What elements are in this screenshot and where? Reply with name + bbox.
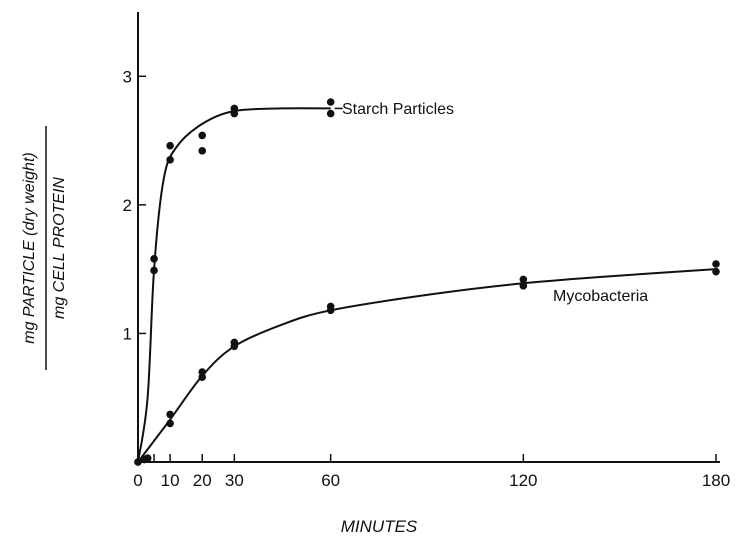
- point-starch-particles: [198, 131, 207, 140]
- y-tick-label: 1: [123, 324, 132, 343]
- x-tick-label: 120: [509, 471, 537, 490]
- point-mycobacteria: [712, 267, 720, 276]
- point-mycobacteria: [326, 306, 335, 315]
- x-tick-label: 0: [133, 471, 142, 490]
- x-tick-label: 20: [193, 471, 212, 490]
- point-mycobacteria: [230, 342, 239, 351]
- point-mycobacteria: [712, 260, 720, 268]
- point-mycobacteria: [519, 282, 528, 290]
- point-starch-particles: [166, 141, 174, 150]
- x-tick-label: 60: [321, 471, 340, 490]
- y-tick-label: 2: [123, 196, 132, 215]
- y-axis-title-numerator: mg PARTICLE (dry weight): [21, 152, 38, 343]
- point-starch-particles: [166, 156, 174, 164]
- tick-labels: 0 10 20 30 60 120 180 1 2 3: [123, 67, 731, 490]
- axes: [137, 12, 720, 463]
- point-mycobacteria: [143, 454, 152, 462]
- point-mycobacteria: [166, 419, 174, 428]
- point-starch-particles: [198, 147, 207, 155]
- point-mycobacteria: [198, 373, 207, 381]
- y-axis-title-denominator: mg CELL PROTEIN: [51, 177, 68, 319]
- x-tick-label: 10: [161, 471, 180, 490]
- point-starch-particles: [150, 266, 158, 275]
- point-starch-particles: [326, 109, 335, 118]
- x-axis-title: MINUTES: [341, 517, 418, 536]
- x-tick-label: 30: [225, 471, 244, 490]
- point-starch-particles: [326, 98, 335, 106]
- curve-starch-particles: [137, 107, 331, 463]
- point-mycobacteria: [166, 410, 174, 419]
- series-label-starch-particles: Starch Particles: [342, 101, 454, 118]
- y-tick-label: 3: [123, 67, 132, 86]
- point-mycobacteria: [519, 275, 528, 284]
- point-starch-particles: [150, 255, 158, 263]
- data-points: [134, 98, 720, 466]
- series-label-mycobacteria: Mycobacteria: [553, 288, 648, 305]
- x-tick-label: 180: [702, 471, 730, 490]
- y-axis-title: mg PARTICLE (dry weight) mg CELL PROTEIN: [21, 126, 68, 370]
- point-starch-particles: [230, 109, 239, 118]
- point-mycobacteria: [134, 458, 142, 466]
- fit-curves: [137, 107, 717, 463]
